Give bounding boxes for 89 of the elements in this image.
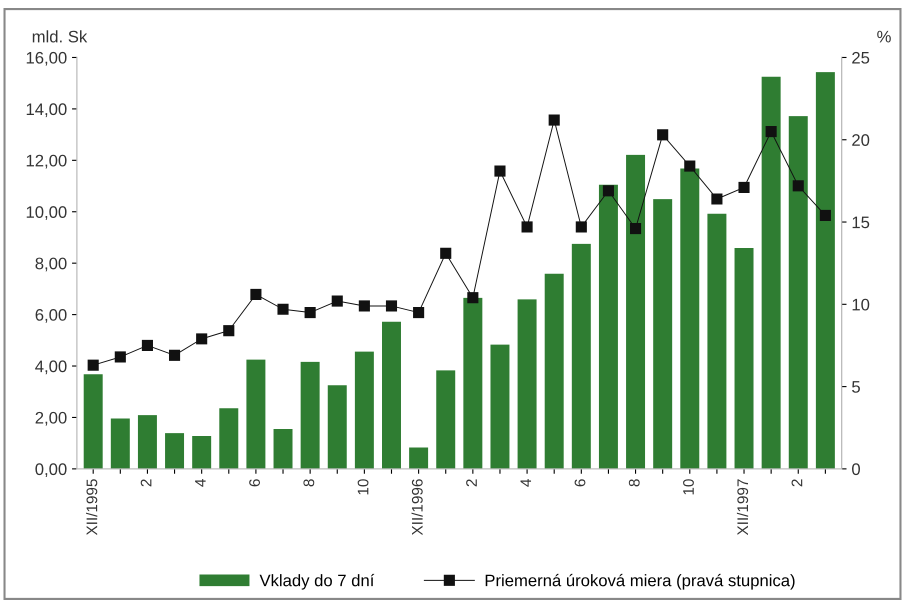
legend-label: Priemerná úroková miera (pravá stupnica) — [486, 574, 795, 590]
bar — [246, 360, 266, 469]
x-tick-label: 10 — [358, 479, 368, 494]
y-tick-label: 12,00 — [26, 154, 67, 168]
bar — [138, 415, 157, 469]
bar — [788, 116, 808, 469]
y2-tick-label: 0 — [852, 463, 860, 476]
y-tick-label: 10,00 — [26, 206, 67, 220]
y2-tick-label: 20 — [852, 134, 870, 146]
bar — [544, 274, 564, 469]
x-tick-label: 8 — [303, 479, 314, 486]
point — [711, 193, 722, 205]
point — [114, 351, 126, 363]
bar — [436, 370, 456, 469]
point — [304, 306, 316, 318]
bar — [463, 298, 482, 469]
point — [820, 210, 831, 222]
point — [630, 223, 642, 234]
x-tick-label: XII/1995 — [86, 479, 98, 536]
x-tick-label: 4 — [520, 479, 532, 487]
point — [602, 185, 614, 196]
bar — [110, 418, 130, 469]
bar — [598, 184, 618, 469]
x-tick-label: 6 — [249, 479, 260, 486]
bar — [572, 244, 591, 469]
point — [684, 160, 696, 172]
point — [738, 182, 750, 194]
bar — [626, 154, 646, 469]
y2-tick-label: 10 — [852, 298, 870, 311]
bar — [300, 362, 320, 469]
x-tick-label: XII/1996 — [411, 479, 423, 536]
y-tick-label: 4,00 — [35, 360, 67, 374]
x-tick-label: XII/1997 — [736, 479, 748, 536]
point — [88, 360, 99, 371]
y-tick-label: 8,00 — [35, 258, 67, 272]
point — [576, 221, 587, 233]
x-tick-label: 10 — [683, 479, 694, 494]
bar — [165, 433, 184, 469]
bar — [490, 344, 510, 469]
point — [277, 304, 289, 315]
point — [440, 248, 452, 259]
bar — [707, 214, 726, 469]
bar — [382, 322, 401, 469]
bar — [734, 248, 754, 469]
bar — [274, 429, 293, 469]
bar — [219, 408, 238, 469]
bar — [518, 299, 537, 469]
point — [522, 221, 533, 233]
x-tick-label: 2 — [140, 479, 152, 486]
bar — [354, 352, 374, 469]
y-tick-label: 16,00 — [26, 52, 67, 66]
y2-axis-title: % — [877, 30, 891, 42]
point — [223, 325, 234, 336]
point — [413, 306, 424, 318]
bar — [653, 199, 672, 469]
y2-tick-label: 5 — [852, 381, 860, 393]
point — [250, 288, 262, 300]
point — [548, 114, 560, 126]
bar — [328, 385, 347, 469]
point — [358, 300, 370, 312]
bar — [409, 448, 428, 469]
bar — [680, 168, 700, 469]
x-tick-label: 2 — [792, 479, 802, 486]
point — [792, 180, 804, 192]
x-tick-label: 8 — [628, 479, 640, 486]
point — [766, 126, 777, 138]
y-tick-label: 6,00 — [36, 309, 67, 323]
bar — [816, 72, 835, 469]
y-axis-title: mld. Sk — [32, 30, 88, 43]
bar — [192, 436, 212, 469]
legend-label: Vklady do 7 dní — [260, 574, 374, 590]
x-tick-label: 4 — [195, 479, 206, 487]
y2-tick-label: 15 — [852, 216, 870, 228]
point — [168, 350, 180, 361]
y-tick-label: 2,00 — [36, 412, 67, 426]
point — [386, 300, 398, 312]
point — [196, 333, 208, 344]
bar — [762, 76, 781, 469]
x-tick-label: 6 — [574, 479, 586, 486]
x-tick-label: 2 — [466, 479, 477, 486]
y-tick-label: 14,00 — [26, 103, 67, 118]
point — [494, 165, 506, 177]
y-tick-label: 0,00 — [35, 463, 67, 478]
bar — [84, 374, 103, 469]
y2-tick-label: 25 — [852, 52, 870, 64]
point — [142, 340, 153, 352]
point — [467, 292, 478, 304]
point — [657, 129, 668, 140]
point — [332, 295, 343, 307]
